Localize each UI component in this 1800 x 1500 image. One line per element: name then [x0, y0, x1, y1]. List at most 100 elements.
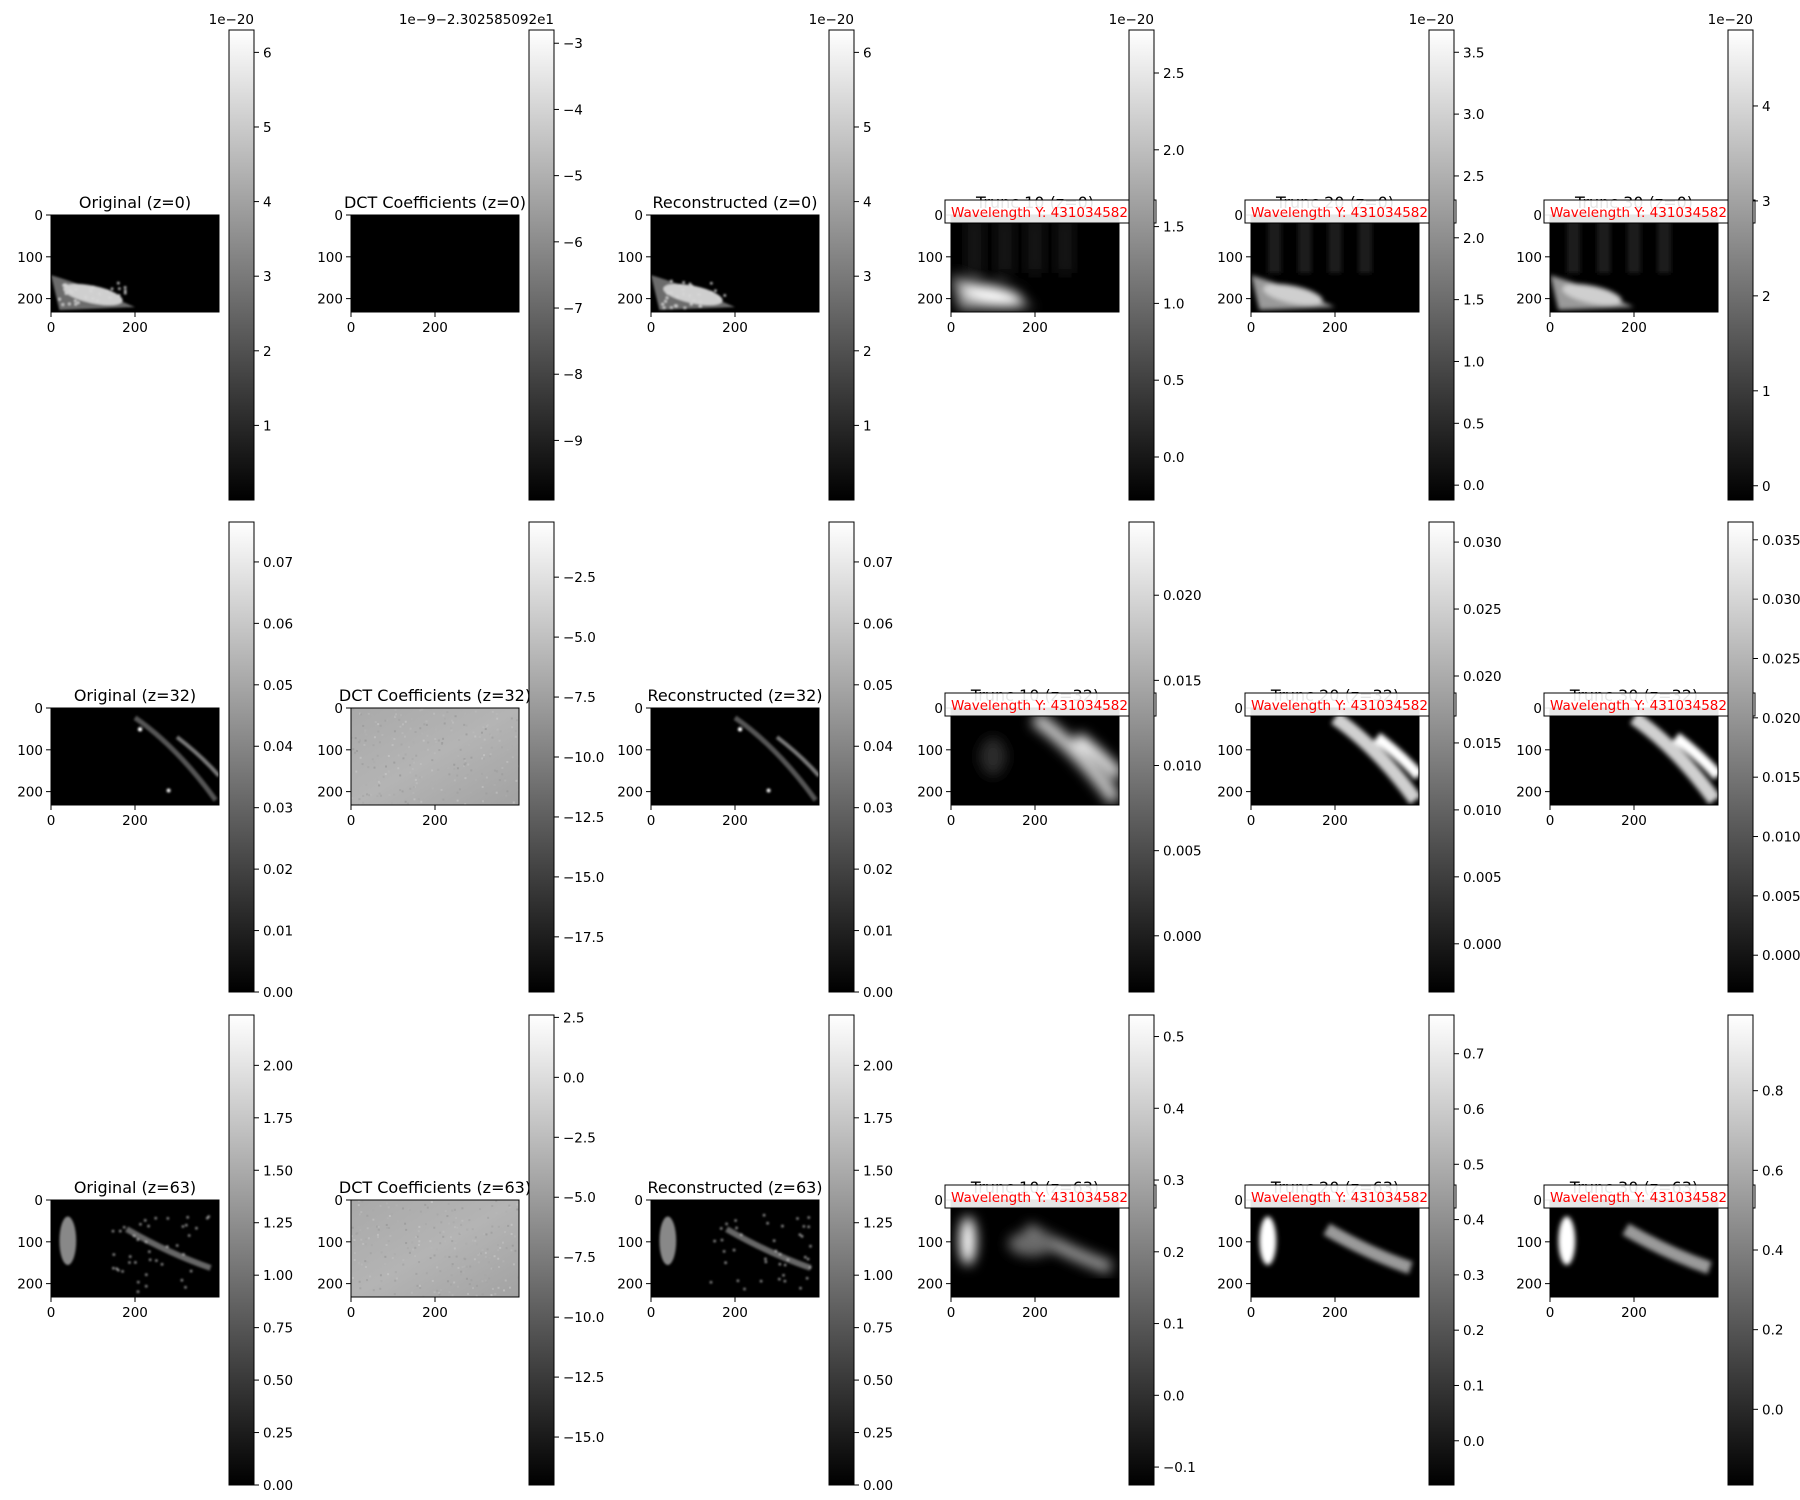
annotation-box	[1543, 692, 1756, 717]
colorbar-tick-label: 0.01	[863, 924, 893, 940]
colorbar-tick-label: 1.0	[1463, 354, 1484, 370]
y-tick-label: 0	[1234, 208, 1243, 224]
y-tick-label: 0	[34, 208, 43, 224]
colorbar-tick-label: 3.5	[1463, 45, 1484, 61]
colorbar-tick-label: 1.00	[863, 1268, 893, 1284]
y-tick-label: 200	[317, 292, 343, 308]
x-tick-label: 200	[722, 1305, 748, 1321]
colorbar-offset-label: 1e−20	[809, 12, 854, 28]
annotation-text: Wavelength Y: 431034582	[951, 205, 1128, 221]
colorbar-tick-label: 1.00	[263, 1268, 293, 1284]
colorbar-tick-label: −10.0	[563, 750, 604, 766]
colorbar-tick-label: 2	[263, 344, 272, 360]
colorbar-tick-label: 1	[1762, 384, 1771, 400]
image-content	[1550, 708, 1718, 805]
y-tick-label: 0	[934, 208, 943, 224]
colorbar-tick-label: 3	[863, 269, 872, 285]
colorbar-tick-label: 0.6	[1762, 1163, 1783, 1179]
colorbar	[228, 29, 255, 501]
colorbar-tick-label: −10.0	[563, 1310, 604, 1326]
image-content	[1550, 215, 1718, 312]
colorbar	[1128, 1014, 1155, 1486]
colorbar-tick-label: −2.5	[563, 570, 596, 586]
colorbar	[228, 521, 255, 993]
panel-title: Reconstructed (z=32)	[647, 686, 822, 705]
colorbar-tick-label: 2.00	[263, 1058, 293, 1074]
colorbar-tick-label: 4	[1762, 99, 1771, 115]
colorbar	[1727, 29, 1754, 501]
colorbar-tick-label: 0.75	[263, 1321, 293, 1337]
image-content	[651, 1200, 819, 1297]
y-tick-label: 200	[617, 1277, 643, 1293]
x-tick-label: 0	[47, 320, 56, 336]
colorbar-tick-label: 0.3	[1463, 1268, 1484, 1284]
colorbar-offset-label: 1e−20	[1708, 12, 1753, 28]
image-content	[651, 708, 819, 805]
y-tick-label: 100	[917, 1235, 943, 1251]
colorbar	[1128, 521, 1155, 993]
colorbar-tick-label: 2.00	[863, 1058, 893, 1074]
colorbar-tick-label: 0.030	[1762, 592, 1800, 608]
y-tick-label: 100	[1516, 743, 1542, 759]
x-tick-label: 200	[1621, 320, 1647, 336]
colorbar-tick-label: 2.5	[563, 1010, 584, 1026]
colorbar-tick-label: −4	[563, 102, 583, 118]
colorbar-tick-label: 1.50	[863, 1163, 893, 1179]
colorbar-tick-label: 2.0	[1163, 143, 1184, 159]
colorbar-offset-label: 1e−9−2.302585092e1	[399, 12, 554, 28]
y-tick-label: 200	[1217, 292, 1243, 308]
x-tick-label: 200	[1022, 320, 1048, 336]
panel-title: Original (z=63)	[74, 1178, 196, 1197]
x-tick-label: 0	[647, 813, 656, 829]
image-content	[951, 1200, 1119, 1297]
y-tick-label: 200	[17, 292, 43, 308]
colorbar-tick-label: 0.4	[1463, 1213, 1484, 1229]
y-tick-label: 200	[1217, 785, 1243, 801]
colorbar	[528, 521, 555, 993]
y-tick-label: 0	[34, 1193, 43, 1209]
colorbar-tick-label: 0.2	[1163, 1245, 1184, 1261]
y-tick-label: 200	[17, 785, 43, 801]
colorbar-tick-label: 0.01	[263, 924, 293, 940]
colorbar-tick-label: 0.6	[1463, 1102, 1484, 1118]
colorbar	[228, 1014, 255, 1486]
colorbar-tick-label: 0.07	[263, 555, 293, 571]
y-tick-label: 0	[634, 1193, 643, 1209]
colorbar-offset-label: 1e−20	[1409, 12, 1454, 28]
annotation-text: Wavelength Y: 431034582	[1550, 205, 1727, 221]
panel-r2-c5: 02000100200Trunc 30 (z=63)Wavelength Y: …	[1516, 1014, 1783, 1486]
colorbar-tick-label: 0.04	[263, 739, 293, 755]
x-tick-label: 200	[722, 813, 748, 829]
colorbar-tick-label: −5.0	[563, 630, 596, 646]
colorbar	[828, 29, 855, 501]
x-tick-label: 0	[47, 1305, 56, 1321]
colorbar	[1128, 29, 1155, 501]
colorbar-tick-label: 0.020	[1463, 669, 1502, 685]
image-content	[1251, 215, 1419, 312]
colorbar-tick-label: −9	[563, 433, 583, 449]
colorbar-tick-label: 2	[863, 344, 872, 360]
colorbar	[1727, 521, 1754, 993]
panel-r1-c3: 02000100200Trunc 10 (z=32)Wavelength Y: …	[917, 521, 1202, 993]
panel-r2-c4: 02000100200Trunc 20 (z=63)Wavelength Y: …	[1217, 1014, 1484, 1486]
colorbar-tick-label: 0.030	[1463, 535, 1502, 551]
y-tick-label: 100	[1516, 1235, 1542, 1251]
colorbar-tick-label: −8	[563, 367, 583, 383]
panel-title: Reconstructed (z=63)	[647, 1178, 822, 1197]
image-content	[1550, 1200, 1718, 1297]
y-tick-label: 200	[917, 1277, 943, 1293]
colorbar-tick-label: −15.0	[563, 1430, 604, 1446]
colorbar-tick-label: 0.010	[1463, 803, 1502, 819]
colorbar-tick-label: 2	[1762, 289, 1771, 305]
annotation-box	[1244, 1184, 1457, 1209]
panel-r1-c5: 02000100200Trunc 30 (z=32)Wavelength Y: …	[1516, 521, 1800, 993]
y-tick-label: 100	[17, 743, 43, 759]
x-tick-label: 0	[1546, 1305, 1555, 1321]
annotation-box	[1244, 199, 1457, 224]
colorbar-tick-label: 5	[863, 120, 872, 136]
colorbar-tick-label: 0.03	[863, 801, 893, 817]
